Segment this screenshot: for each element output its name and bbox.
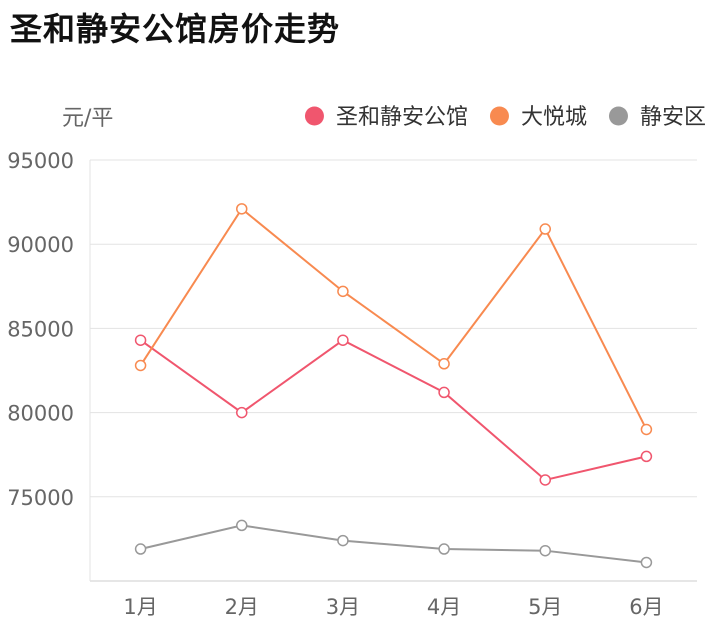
legend-item[interactable]: 静安区	[608, 105, 706, 130]
legend-label: 圣和静安公馆	[336, 105, 468, 130]
y-tick-label: 75000	[7, 486, 74, 510]
legend-marker	[608, 106, 628, 126]
data-point[interactable]	[337, 285, 349, 298]
x-tick-label: 4月	[427, 595, 461, 619]
x-tick-label: 2月	[225, 595, 259, 619]
legend: 圣和静安公馆 大悦城 静安区	[304, 105, 706, 130]
legend-label: 大悦城	[521, 105, 587, 130]
series-line	[140, 339, 647, 482]
data-point[interactable]	[134, 359, 147, 372]
data-point[interactable]	[337, 334, 349, 346]
x-tick-label: 1月	[123, 595, 157, 619]
data-point[interactable]	[539, 544, 551, 557]
chart-title: 圣和静安公馆房价走势	[10, 10, 341, 48]
data-point[interactable]	[337, 534, 349, 547]
series-line	[140, 524, 647, 564]
data-point[interactable]	[134, 543, 147, 555]
data-point[interactable]	[539, 223, 551, 235]
legend-marker	[489, 106, 509, 126]
data-point[interactable]	[236, 406, 248, 419]
y-tick-label: 90000	[7, 233, 74, 257]
legend-item[interactable]: 大悦城	[489, 105, 587, 130]
data-point[interactable]	[134, 334, 147, 346]
y-axis: 75000 80000 85000 90000 95000	[7, 149, 74, 510]
series-圣和静安公馆	[134, 334, 653, 486]
data-point[interactable]	[640, 423, 653, 436]
data-point[interactable]	[539, 474, 551, 486]
series-静安区	[134, 519, 653, 569]
data-point[interactable]	[236, 203, 248, 215]
legend-label: 静安区	[640, 105, 706, 130]
x-tick-label: 5月	[528, 595, 562, 619]
data-point[interactable]	[438, 543, 450, 555]
data-point[interactable]	[438, 358, 450, 370]
legend-marker	[304, 106, 324, 126]
x-tick-label: 3月	[326, 595, 360, 619]
data-point[interactable]	[236, 519, 248, 532]
data-point[interactable]	[640, 556, 653, 569]
series-lines	[134, 203, 653, 569]
data-point[interactable]	[640, 450, 653, 463]
legend-item[interactable]: 圣和静安公馆	[304, 105, 468, 130]
y-tick-label: 80000	[7, 402, 74, 426]
series-大悦城	[134, 203, 653, 436]
x-tick-label: 6月	[629, 595, 663, 619]
series-line	[139, 207, 648, 430]
y-tick-label: 95000	[7, 149, 74, 173]
data-point[interactable]	[438, 386, 450, 399]
y-axis-unit-label: 元/平	[62, 106, 113, 131]
x-axis: 1月 2月 3月 4月 5月 6月	[89, 160, 697, 619]
y-tick-label: 85000	[7, 317, 74, 341]
